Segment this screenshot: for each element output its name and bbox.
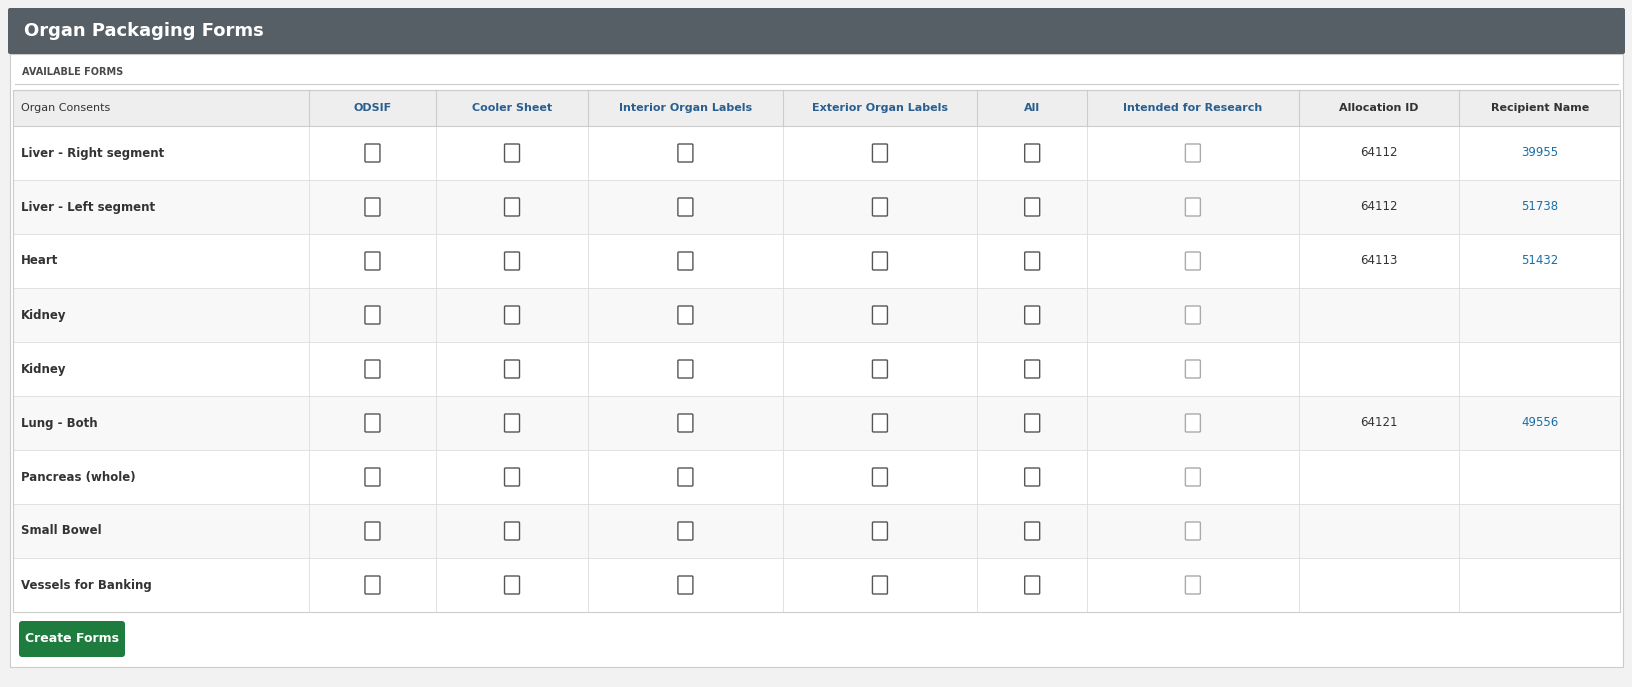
Bar xyxy=(13,342,1619,396)
FancyBboxPatch shape xyxy=(1185,306,1200,324)
FancyBboxPatch shape xyxy=(871,414,886,432)
FancyBboxPatch shape xyxy=(1185,468,1200,486)
Bar xyxy=(13,90,1619,612)
FancyBboxPatch shape xyxy=(871,306,886,324)
FancyBboxPatch shape xyxy=(364,522,380,540)
Bar xyxy=(13,288,1619,342)
FancyBboxPatch shape xyxy=(364,468,380,486)
FancyBboxPatch shape xyxy=(364,198,380,216)
FancyBboxPatch shape xyxy=(871,522,886,540)
Text: AVAILABLE FORMS: AVAILABLE FORMS xyxy=(21,67,122,77)
Text: 64121: 64121 xyxy=(1359,416,1397,429)
Text: Create Forms: Create Forms xyxy=(24,633,119,646)
FancyBboxPatch shape xyxy=(871,468,886,486)
FancyBboxPatch shape xyxy=(504,522,519,540)
FancyBboxPatch shape xyxy=(504,252,519,270)
FancyBboxPatch shape xyxy=(8,8,1624,54)
Text: 64112: 64112 xyxy=(1359,201,1397,214)
FancyBboxPatch shape xyxy=(871,360,886,378)
Text: Heart: Heart xyxy=(21,254,59,267)
Text: Recipient Name: Recipient Name xyxy=(1490,103,1588,113)
FancyBboxPatch shape xyxy=(364,414,380,432)
Text: 39955: 39955 xyxy=(1519,146,1557,159)
FancyBboxPatch shape xyxy=(504,468,519,486)
FancyBboxPatch shape xyxy=(677,576,692,594)
Text: Organ Packaging Forms: Organ Packaging Forms xyxy=(24,22,264,40)
FancyBboxPatch shape xyxy=(1023,522,1040,540)
FancyBboxPatch shape xyxy=(364,306,380,324)
FancyBboxPatch shape xyxy=(364,252,380,270)
FancyBboxPatch shape xyxy=(677,252,692,270)
Bar xyxy=(13,504,1619,558)
FancyBboxPatch shape xyxy=(677,144,692,162)
FancyBboxPatch shape xyxy=(1185,414,1200,432)
Bar xyxy=(13,180,1619,234)
Bar xyxy=(13,126,1619,180)
Text: Cooler Sheet: Cooler Sheet xyxy=(472,103,552,113)
FancyBboxPatch shape xyxy=(1185,144,1200,162)
Bar xyxy=(13,396,1619,450)
FancyBboxPatch shape xyxy=(871,144,886,162)
Text: Intended for Research: Intended for Research xyxy=(1123,103,1262,113)
FancyBboxPatch shape xyxy=(677,522,692,540)
FancyBboxPatch shape xyxy=(677,414,692,432)
FancyBboxPatch shape xyxy=(1023,468,1040,486)
FancyBboxPatch shape xyxy=(1185,576,1200,594)
Text: Interior Organ Labels: Interior Organ Labels xyxy=(619,103,751,113)
FancyBboxPatch shape xyxy=(504,144,519,162)
Text: Vessels for Banking: Vessels for Banking xyxy=(21,578,152,592)
FancyBboxPatch shape xyxy=(1185,522,1200,540)
FancyBboxPatch shape xyxy=(1023,252,1040,270)
FancyBboxPatch shape xyxy=(504,306,519,324)
Text: Organ Consents: Organ Consents xyxy=(21,103,111,113)
FancyBboxPatch shape xyxy=(20,621,126,657)
FancyBboxPatch shape xyxy=(677,468,692,486)
FancyBboxPatch shape xyxy=(871,576,886,594)
FancyBboxPatch shape xyxy=(364,144,380,162)
Text: Exterior Organ Labels: Exterior Organ Labels xyxy=(811,103,947,113)
Bar xyxy=(13,450,1619,504)
Text: 51738: 51738 xyxy=(1519,201,1557,214)
Text: 51432: 51432 xyxy=(1519,254,1557,267)
FancyBboxPatch shape xyxy=(1185,198,1200,216)
Text: Lung - Both: Lung - Both xyxy=(21,416,98,429)
FancyBboxPatch shape xyxy=(1023,198,1040,216)
Text: Kidney: Kidney xyxy=(21,308,67,322)
FancyBboxPatch shape xyxy=(1185,360,1200,378)
Bar xyxy=(13,234,1619,288)
FancyBboxPatch shape xyxy=(1023,144,1040,162)
Text: Pancreas (whole): Pancreas (whole) xyxy=(21,471,135,484)
FancyBboxPatch shape xyxy=(871,252,886,270)
Text: Small Bowel: Small Bowel xyxy=(21,524,101,537)
FancyBboxPatch shape xyxy=(1023,576,1040,594)
Text: 64113: 64113 xyxy=(1359,254,1397,267)
Text: 49556: 49556 xyxy=(1519,416,1557,429)
FancyBboxPatch shape xyxy=(504,360,519,378)
Text: Liver - Left segment: Liver - Left segment xyxy=(21,201,155,214)
FancyBboxPatch shape xyxy=(364,576,380,594)
FancyBboxPatch shape xyxy=(677,360,692,378)
Text: 64112: 64112 xyxy=(1359,146,1397,159)
Bar xyxy=(13,90,1619,126)
FancyBboxPatch shape xyxy=(504,576,519,594)
Text: ODSIF: ODSIF xyxy=(353,103,392,113)
FancyBboxPatch shape xyxy=(871,198,886,216)
FancyBboxPatch shape xyxy=(677,306,692,324)
FancyBboxPatch shape xyxy=(677,198,692,216)
FancyBboxPatch shape xyxy=(1023,414,1040,432)
Text: Liver - Right segment: Liver - Right segment xyxy=(21,146,165,159)
Bar xyxy=(13,558,1619,612)
FancyBboxPatch shape xyxy=(1023,360,1040,378)
FancyBboxPatch shape xyxy=(504,414,519,432)
Text: Kidney: Kidney xyxy=(21,363,67,376)
Text: Allocation ID: Allocation ID xyxy=(1338,103,1418,113)
FancyBboxPatch shape xyxy=(1185,252,1200,270)
FancyBboxPatch shape xyxy=(364,360,380,378)
Text: All: All xyxy=(1023,103,1040,113)
FancyBboxPatch shape xyxy=(1023,306,1040,324)
FancyBboxPatch shape xyxy=(504,198,519,216)
Bar xyxy=(10,54,1622,667)
